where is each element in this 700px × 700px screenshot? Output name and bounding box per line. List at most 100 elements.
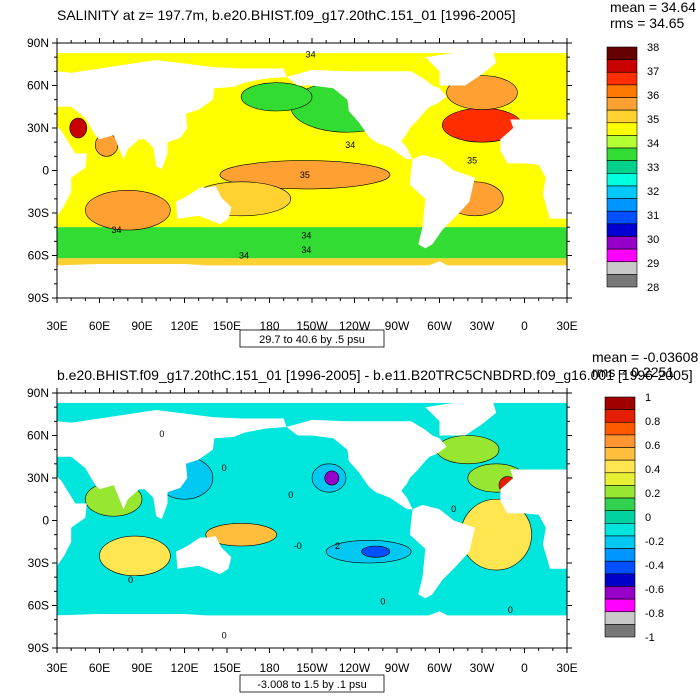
colorbar-label: -0.8 — [645, 608, 664, 620]
x-tick-label: 90W — [385, 319, 410, 333]
land-south-america — [409, 504, 475, 599]
colorbar-label: 0.2 — [645, 488, 660, 500]
x-tick-label: 90W — [385, 661, 410, 675]
x-tick-label: 0 — [521, 319, 528, 333]
field-region — [69, 117, 88, 139]
x-tick-label: 90E — [131, 661, 152, 675]
x-tick-label: 60W — [427, 319, 452, 333]
y-tick-label: 60S — [28, 249, 49, 263]
colorbar-swatch — [604, 548, 636, 562]
y-tick-label: 60S — [28, 599, 49, 613]
field-band — [57, 227, 567, 259]
colorbar-swatch — [604, 560, 636, 575]
contour-label: 35 — [300, 170, 310, 180]
x-tick-label: 150W — [296, 319, 328, 333]
colorbar-swatch — [604, 485, 636, 499]
colorbar-swatch — [606, 198, 638, 212]
land-australia — [176, 536, 232, 575]
land-africa-west — [500, 469, 567, 569]
x-tick-label: 30E — [556, 661, 577, 675]
y-tick-label: 30N — [27, 121, 49, 135]
colorbar-swatch — [606, 173, 638, 187]
map-field: 0 0 0 -0 0 0 0 0 2 0 — [57, 393, 567, 648]
x-tick-label: 120W — [339, 661, 371, 675]
colorbar-label: 30 — [647, 234, 659, 246]
colorbar-swatch — [606, 135, 638, 149]
colorbar-label: -0.6 — [645, 584, 664, 596]
colorbar-label: -1 — [645, 632, 655, 644]
contour-label: 0 — [159, 429, 164, 439]
contour-label: 34 — [301, 245, 311, 255]
x-tick-label: 30E — [556, 319, 577, 333]
y-tick-label: 0 — [42, 514, 49, 528]
colorbar-label: 1 — [645, 392, 651, 404]
colorbar-label: 31 — [647, 210, 659, 222]
contour-label: -0 — [294, 541, 302, 551]
colorbar-swatch — [604, 497, 636, 511]
field-region — [361, 545, 391, 558]
field-region — [205, 523, 277, 547]
field-region — [99, 535, 171, 577]
contour-info: 29.7 to 40.6 by .5 psu — [259, 334, 365, 346]
colorbar-label: 33 — [647, 162, 659, 174]
land-eurasia — [57, 60, 287, 170]
contour-info: -3.008 to 1.5 by .1 psu — [257, 679, 366, 691]
colorbar-label: -0.2 — [645, 536, 664, 548]
land-africa — [57, 476, 87, 566]
x-tick-label: 30W — [470, 661, 495, 675]
x-tick-label: 120W — [339, 319, 371, 333]
land-greenland — [425, 52, 497, 86]
x-tick-label: 90E — [131, 319, 152, 333]
panel-2: b.e20.BHIST.f09_g17.20thC.151_01 [1996-2… — [27, 349, 698, 693]
colorbar-swatch — [606, 185, 638, 199]
y-tick-label: 0 — [42, 164, 49, 178]
y-tick-label: 90N — [27, 386, 49, 400]
contour-label: 0 — [128, 575, 133, 585]
colorbar-label: 0 — [645, 512, 651, 524]
contour-info-box — [239, 329, 385, 348]
colorbar-swatch — [604, 421, 636, 436]
colorbar-swatch — [604, 409, 636, 423]
colorbar-label: 0.4 — [645, 464, 660, 476]
x-tick-label: 0 — [521, 661, 528, 675]
land-greenland — [425, 402, 497, 436]
colorbar-swatch — [606, 274, 638, 288]
mean-label: mean = -0.03608 — [592, 349, 698, 365]
field-region — [436, 435, 500, 465]
colorbar-swatch — [604, 472, 636, 486]
map-field: 34 34 35 34 34 34 34 35 — [57, 43, 567, 298]
colorbar-swatch — [604, 459, 636, 474]
colorbar-swatch — [606, 122, 638, 136]
y-tick-label: 30S — [28, 556, 49, 570]
x-tick-label: 150E — [213, 661, 241, 675]
contour-label: 0 — [380, 596, 385, 606]
y-tick-label: 60N — [27, 79, 49, 93]
colorbar-label: 0.8 — [645, 416, 660, 428]
contour-label: 0 — [222, 463, 227, 473]
colorbar-swatch — [606, 248, 638, 263]
field-region — [324, 470, 340, 486]
land-africa — [57, 126, 87, 216]
rms-label: rms = 34.65 — [610, 15, 685, 31]
colorbar-swatch — [604, 510, 636, 524]
colorbar-swatch — [606, 71, 638, 86]
land-australia — [176, 186, 232, 225]
contour-label: 0 — [451, 504, 456, 514]
mean-label: mean = 34.64 — [610, 0, 696, 15]
x-tick-label: 120E — [170, 319, 198, 333]
colorbar-swatch — [604, 611, 636, 625]
colorbar-swatch — [604, 434, 636, 448]
colorbar-swatch — [604, 624, 636, 638]
colorbar-label: 38 — [647, 42, 659, 54]
colorbar-label: 0.6 — [645, 440, 660, 452]
field-region — [219, 160, 391, 190]
contour-label: 34 — [111, 225, 121, 235]
colorbar-label: 32 — [647, 186, 659, 198]
colorbar-swatch — [604, 598, 636, 613]
field-band — [57, 258, 567, 266]
colorbar-label: -0.4 — [645, 560, 664, 572]
x-tick-label: 30E — [46, 661, 67, 675]
colorbar-swatch — [606, 109, 638, 124]
contour-info-box — [239, 674, 385, 693]
colorbar-swatch — [606, 261, 638, 275]
